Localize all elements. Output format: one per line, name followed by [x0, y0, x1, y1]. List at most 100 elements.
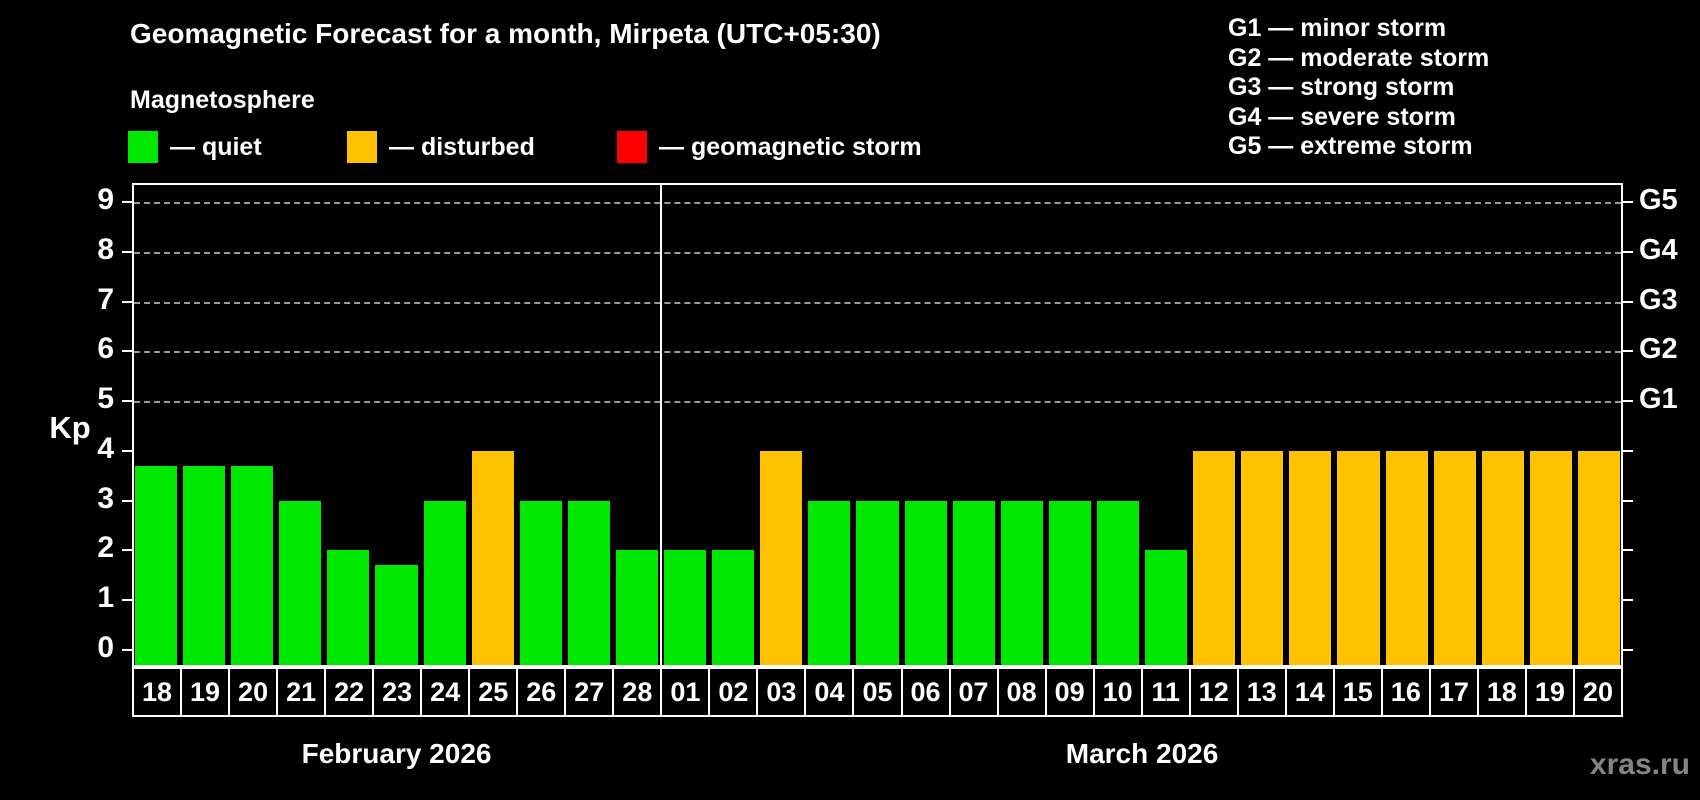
kp-bar-day-27	[567, 500, 610, 665]
magnetosphere-label: Magnetosphere	[130, 86, 315, 114]
y-tick-label-6: 6	[97, 332, 114, 366]
day-label-cell: 18	[1476, 667, 1527, 717]
day-label-cell: 04	[804, 667, 855, 717]
y-tick-label-4: 4	[97, 431, 114, 465]
y-tick-right-0	[1623, 649, 1633, 651]
kp-bar-day-16	[1385, 450, 1428, 665]
y-tick-left-9	[122, 201, 132, 204]
kp-bar-day-18	[135, 465, 178, 665]
day-label-cell: 19	[180, 667, 231, 717]
storm-legend-line-2: G2 — moderate storm	[1228, 43, 1490, 72]
kp-bar-day-24	[423, 500, 466, 665]
kp-bar-day-15	[1337, 450, 1380, 665]
day-label-cell: 02	[708, 667, 759, 717]
storm-legend-line-5: G5 — extreme storm	[1228, 132, 1473, 160]
legend-item-storm: — geomagnetic storm	[617, 130, 922, 164]
y-tick-left-8	[122, 250, 132, 253]
kp-bar-day-08	[1000, 500, 1043, 665]
day-label-cell: 18	[132, 667, 183, 717]
day-label-cell: 03	[756, 667, 807, 717]
kp-bar-day-22	[327, 550, 370, 665]
day-label-cell: 16	[1380, 667, 1431, 717]
y-tick-left-6	[122, 350, 132, 353]
y-tick-label-1: 1	[97, 581, 114, 615]
y-tick-left-3	[122, 499, 132, 502]
kp-bar-day-25	[471, 450, 514, 665]
y-tick-left-0	[122, 649, 132, 651]
day-label-cell: 23	[372, 667, 423, 717]
chart-title: Geomagnetic Forecast for a month, Mirpet…	[130, 18, 881, 49]
kp-bar-day-09	[1048, 500, 1091, 665]
kp-bar-day-17	[1433, 450, 1476, 665]
month-label-0: February 2026	[301, 738, 492, 769]
kp-bar-day-11	[1145, 550, 1188, 665]
day-label-cell: 11	[1140, 667, 1191, 717]
legend-label-quiet: — quiet	[170, 132, 262, 161]
day-label-cell: 20	[228, 667, 279, 717]
day-label-cell: 26	[516, 667, 567, 717]
y-tick-right-2	[1623, 549, 1633, 552]
day-label-row: 18 19 20 21 22 23 24 25 26 27 28 01 02 03 04 05 06 07 08 09…	[132, 667, 1623, 717]
day-label-cell: 12	[1188, 667, 1239, 717]
legend-swatch-quiet	[128, 131, 158, 163]
day-label-cell: 21	[276, 667, 327, 717]
g-scale-label-G4: G4	[1639, 233, 1678, 266]
day-label-cell: 06	[900, 667, 951, 717]
y-tick-left-1	[122, 599, 132, 602]
y-axis-label: Kp	[49, 410, 91, 445]
day-label-cell: 14	[1284, 667, 1335, 717]
kp-bar-day-06	[904, 500, 947, 665]
legend-label-disturbed: — disturbed	[389, 132, 535, 161]
y-tick-right-7	[1623, 300, 1633, 303]
kp-bar-day-13	[1241, 450, 1284, 665]
kp-bar-day-23	[375, 565, 418, 665]
day-label-cell: 28	[612, 667, 663, 717]
y-tick-label-9: 9	[97, 183, 114, 217]
day-label-cell: 05	[852, 667, 903, 717]
legend-item-quiet: — quiet	[128, 130, 262, 164]
kp-bar-day-07	[952, 500, 995, 665]
kp-bar-day-14	[1289, 450, 1332, 665]
kp-bar-day-19	[183, 465, 226, 665]
day-label-cell: 01	[660, 667, 711, 717]
day-label-cell: 24	[420, 667, 471, 717]
kp-bar-day-26	[519, 500, 562, 665]
day-label-cell: 22	[324, 667, 375, 717]
day-label-cell: 20	[1572, 667, 1623, 717]
storm-legend-line-1: G1 — minor storm	[1228, 14, 1447, 42]
gridline-kp7	[134, 301, 1621, 304]
day-label-cell: 19	[1524, 667, 1575, 717]
y-tick-label-2: 2	[97, 531, 114, 565]
kp-bar-day-20	[231, 465, 274, 665]
y-tick-right-6	[1623, 350, 1633, 353]
y-tick-right-1	[1623, 599, 1633, 602]
day-label-cell: 10	[1092, 667, 1143, 717]
legend-swatch-disturbed	[347, 131, 377, 163]
y-tick-right-9	[1623, 201, 1633, 204]
y-tick-left-2	[122, 549, 132, 552]
gridline-kp6	[134, 351, 1621, 354]
kp-bar-day-12	[1193, 450, 1236, 665]
month-label-1: March 2026	[1065, 738, 1219, 769]
y-tick-label-8: 8	[97, 232, 114, 266]
y-tick-left-7	[122, 300, 132, 303]
plot-area	[132, 183, 1623, 667]
watermark: xras.ru	[1589, 748, 1690, 781]
month-separator-line	[660, 185, 663, 665]
storm-legend-line-3: G3 — strong storm	[1228, 73, 1455, 101]
g-scale-label-G3: G3	[1639, 283, 1678, 316]
y-tick-right-5	[1623, 400, 1633, 403]
day-label-cell: 13	[1236, 667, 1287, 717]
day-label-cell: 17	[1428, 667, 1479, 717]
kp-bar-day-19	[1529, 450, 1572, 665]
g-scale-label-G2: G2	[1639, 333, 1678, 366]
day-label-cell: 09	[1044, 667, 1095, 717]
day-label-cell: 27	[564, 667, 615, 717]
day-label-cell: 25	[468, 667, 519, 717]
y-tick-label-5: 5	[97, 382, 114, 416]
g-scale-label-G5: G5	[1639, 184, 1678, 217]
y-tick-label-7: 7	[97, 282, 114, 316]
day-label-cell: 07	[948, 667, 999, 717]
kp-bar-day-20	[1577, 450, 1620, 665]
